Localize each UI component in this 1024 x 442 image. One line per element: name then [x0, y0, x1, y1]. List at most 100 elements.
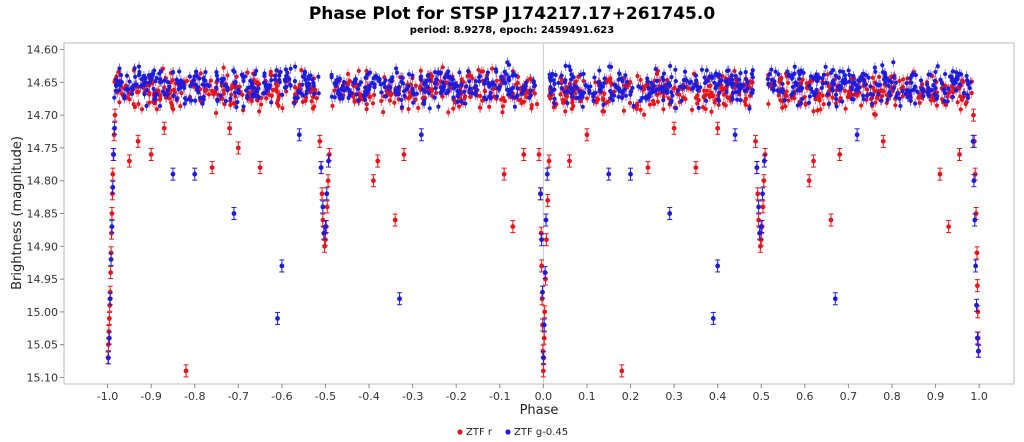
baseline-point	[482, 78, 488, 83]
chart-subtitle: period: 8.9278, epoch: 2459491.623	[410, 25, 614, 36]
baseline-point	[623, 73, 628, 78]
baseline-point	[434, 90, 439, 95]
data-point	[109, 230, 114, 236]
baseline-point	[561, 100, 566, 105]
baseline-point	[312, 91, 317, 97]
baseline-point	[379, 98, 384, 104]
baseline-point	[668, 63, 673, 69]
baseline-point	[494, 69, 499, 74]
baseline-point	[905, 87, 910, 93]
baseline-point	[824, 80, 830, 86]
baseline-point	[820, 76, 825, 81]
baseline-point	[270, 88, 276, 93]
baseline-point	[139, 107, 145, 112]
baseline-point	[200, 101, 205, 106]
baseline-point	[262, 73, 267, 79]
baseline-point	[482, 95, 487, 100]
data-point	[541, 322, 547, 328]
baseline-point	[332, 88, 337, 93]
baseline-point	[837, 83, 842, 88]
baseline-point	[235, 100, 240, 105]
baseline-point	[144, 87, 150, 93]
baseline-point	[301, 93, 306, 98]
baseline-point	[661, 98, 666, 103]
baseline-point	[208, 78, 213, 83]
baseline-point	[695, 101, 700, 106]
x-tick-label: 0.1	[578, 390, 596, 403]
baseline-point	[175, 79, 180, 85]
baseline-point	[499, 97, 504, 102]
data-point	[539, 263, 545, 269]
baseline-point	[730, 83, 735, 88]
baseline-point	[640, 95, 645, 100]
baseline-point	[490, 86, 496, 92]
baseline-point	[394, 66, 399, 71]
baseline-point	[651, 83, 656, 88]
baseline-point	[921, 93, 926, 99]
baseline-point	[288, 66, 293, 71]
baseline-point	[386, 85, 391, 90]
baseline-point	[800, 86, 805, 91]
baseline-point	[245, 70, 250, 75]
baseline-point	[142, 92, 147, 97]
baseline-point	[136, 89, 141, 94]
data-point	[510, 224, 516, 230]
data-point	[758, 224, 764, 230]
baseline-point	[735, 97, 740, 102]
baseline-point	[616, 94, 621, 99]
baseline-point	[797, 76, 802, 81]
baseline-point	[901, 77, 906, 82]
baseline-point	[451, 95, 456, 100]
baseline-point	[147, 100, 152, 105]
baseline-point	[496, 85, 501, 91]
baseline-point	[529, 106, 534, 111]
data-point	[544, 237, 549, 243]
baseline-point	[584, 96, 590, 101]
baseline-point	[358, 80, 364, 85]
baseline-point	[144, 103, 149, 108]
baseline-point	[147, 92, 152, 97]
baseline-point	[133, 74, 138, 79]
baseline-point	[918, 78, 924, 83]
baseline-point	[583, 83, 588, 88]
baseline-point	[893, 80, 899, 85]
baseline-point	[470, 76, 475, 81]
baseline-point	[527, 95, 532, 100]
baseline-point	[870, 75, 875, 80]
baseline-point	[814, 87, 819, 93]
data-point	[325, 178, 331, 184]
baseline-point	[255, 88, 260, 93]
baseline-point	[367, 70, 373, 75]
baseline-point	[455, 99, 460, 104]
baseline-point	[221, 65, 226, 70]
y-tick-label: 14.70	[27, 109, 59, 122]
data-point	[543, 217, 549, 223]
baseline-point	[886, 83, 891, 89]
data-point	[501, 171, 507, 177]
data-point	[106, 342, 111, 348]
baseline-point	[251, 85, 257, 90]
baseline-point	[873, 69, 878, 74]
baseline-point	[567, 64, 572, 69]
baseline-point	[181, 84, 186, 89]
baseline-cloud	[112, 57, 974, 120]
baseline-point	[193, 98, 198, 103]
data-point	[209, 165, 215, 170]
baseline-point	[278, 69, 283, 75]
baseline-point	[254, 68, 259, 73]
baseline-point	[808, 86, 814, 91]
baseline-point	[623, 93, 629, 98]
x-tick-label: 0.3	[665, 390, 683, 403]
baseline-point	[714, 84, 719, 89]
baseline-point	[232, 69, 237, 74]
chart-title: Phase Plot for STSP J174217.17+261745.0	[309, 4, 716, 24]
baseline-point	[418, 68, 423, 73]
baseline-point	[446, 110, 451, 115]
baseline-point	[446, 88, 451, 93]
baseline-point	[502, 69, 507, 74]
baseline-point	[113, 88, 118, 94]
baseline-point	[786, 72, 791, 77]
baseline-point	[702, 88, 707, 93]
baseline-point	[926, 72, 931, 77]
data-point	[318, 165, 324, 170]
